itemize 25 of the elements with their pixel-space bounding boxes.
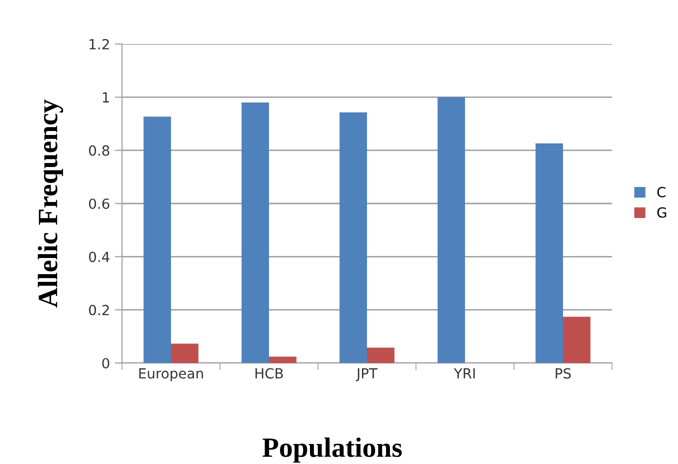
y-tick-label: 0.2 [89, 304, 109, 316]
bar [367, 348, 394, 363]
x-tick-label: JPT [356, 368, 378, 382]
legend-label: G [657, 207, 666, 218]
x-axis-title: Populations [262, 437, 402, 463]
y-tick-label: 0.4 [89, 252, 110, 262]
bar [340, 112, 367, 363]
x-tick-label: HCB [256, 368, 283, 379]
bar [536, 143, 563, 363]
y-tick-label: 1 [102, 92, 109, 102]
y-tick-label: 0.8 [89, 145, 110, 156]
bar [269, 356, 296, 363]
bar [171, 344, 198, 363]
y-tick-label: 0 [102, 358, 110, 368]
y-tick-label: 0.6 [89, 198, 110, 209]
bar [144, 116, 171, 363]
bar [242, 102, 269, 363]
x-tick-label: European [139, 368, 203, 382]
bar [563, 316, 590, 363]
x-tick-label: YRI [454, 368, 475, 378]
y-axis-title: Allelic Frequency [38, 99, 64, 308]
legend-label: C [657, 186, 666, 198]
bar [438, 97, 465, 363]
x-tick-label: PS [556, 368, 571, 379]
y-tick-label: 1.2 [90, 38, 109, 50]
